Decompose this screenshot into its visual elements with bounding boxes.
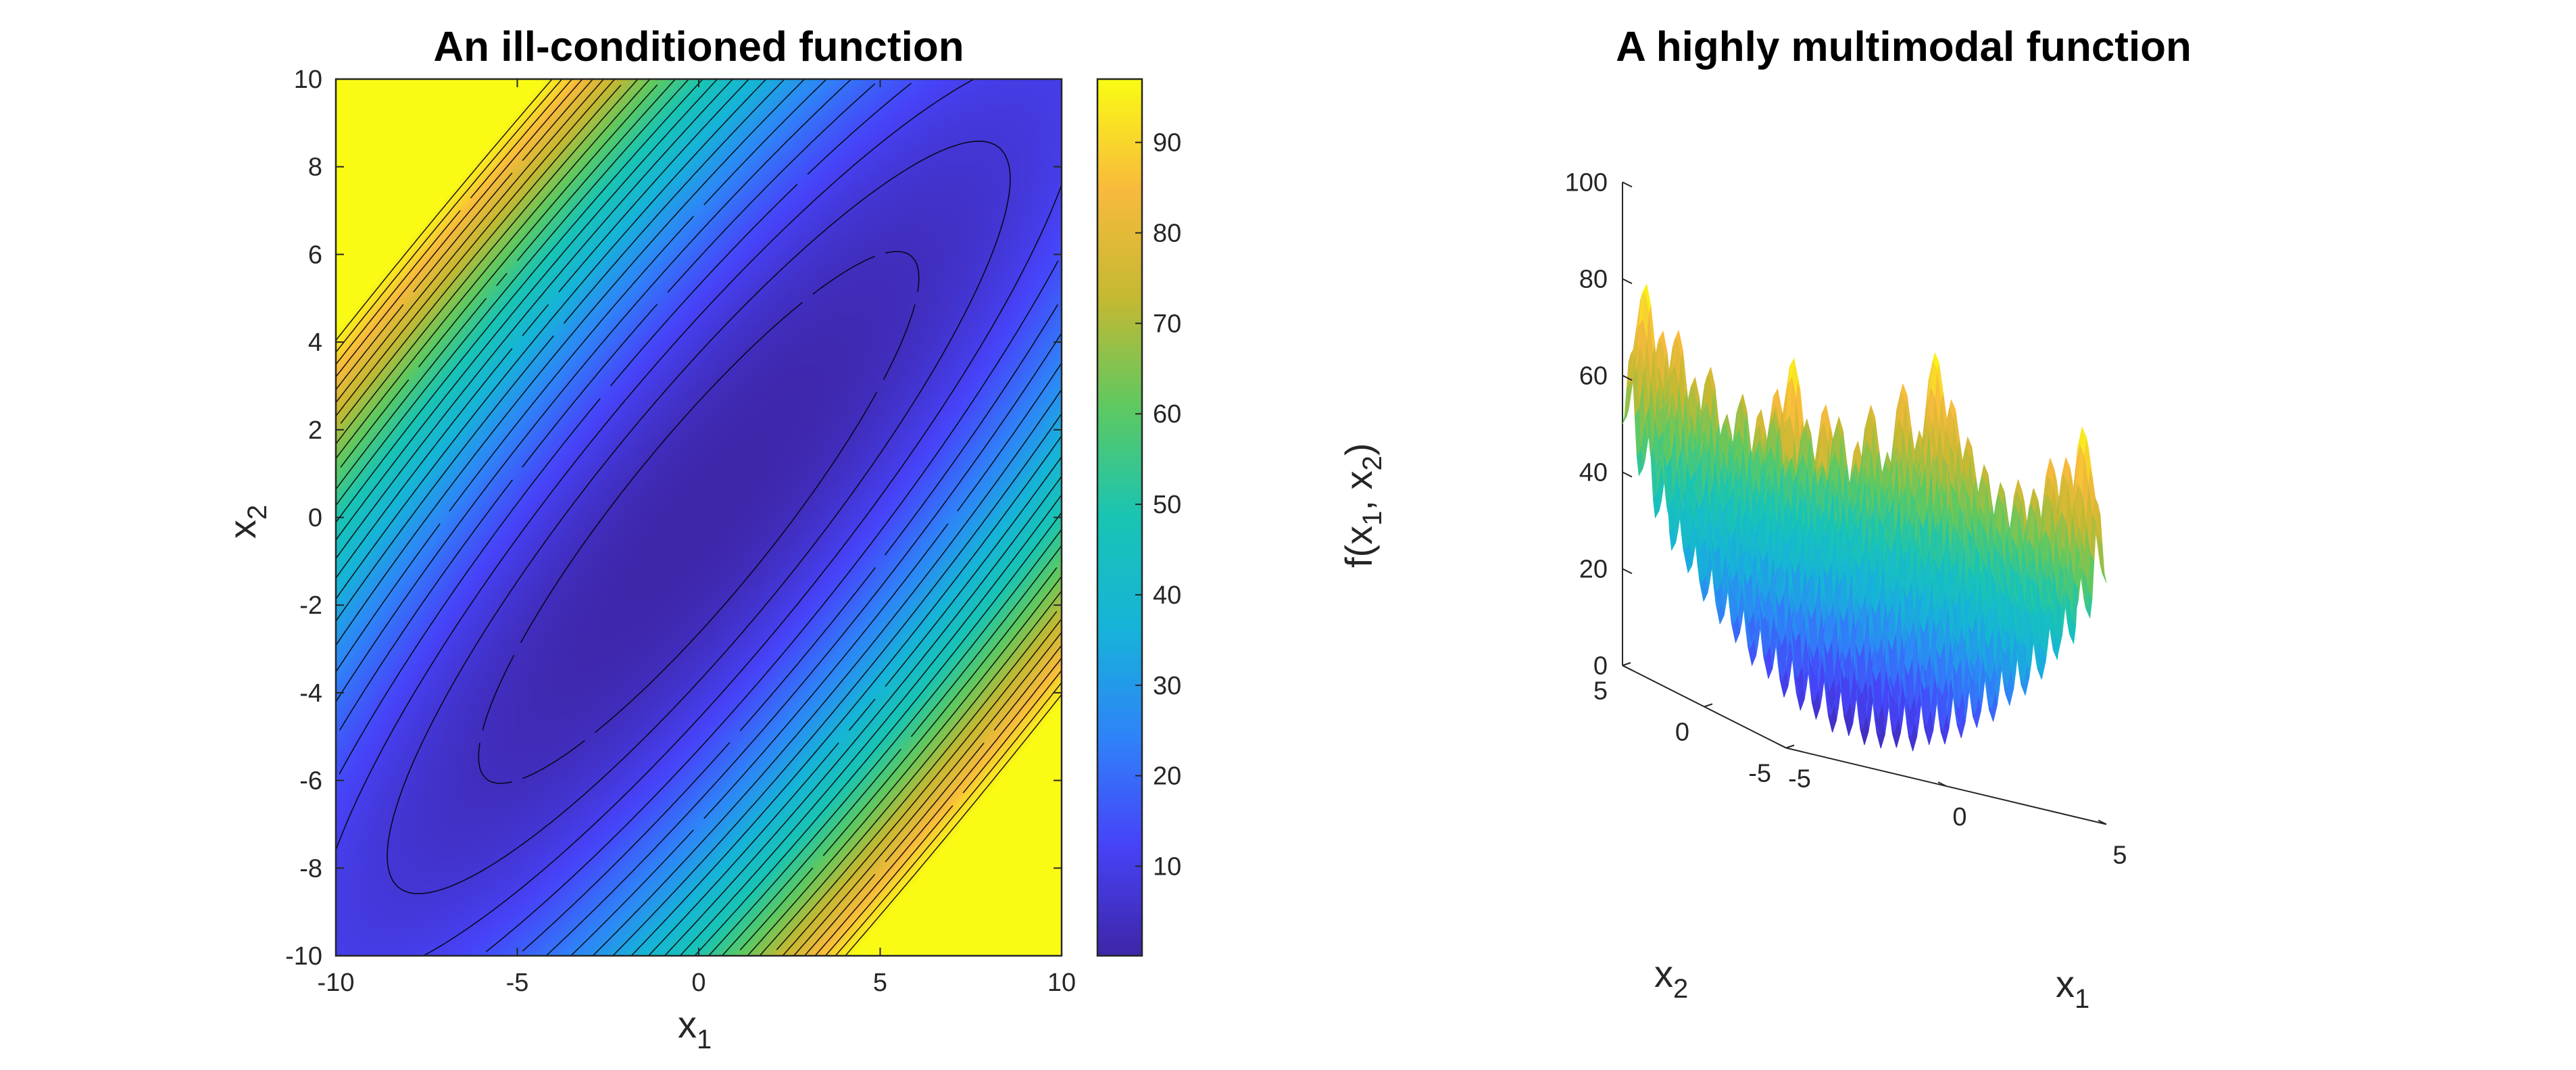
contour-chart: An ill-conditioned function -10 -5 0 5 10 -1…	[221, 24, 1181, 1054]
colorbar-tick-label: 70	[1153, 310, 1181, 338]
colorbar-ticks: 10 20 30 40 50 60 70 80 90	[1135, 129, 1181, 881]
contour-y-tick-label: -6	[299, 767, 322, 796]
colorbar-tick-label: 90	[1153, 129, 1181, 157]
colorbar-tick-label: 30	[1153, 672, 1181, 700]
contour-y-tick-label: 10	[294, 66, 322, 94]
contour-x-tick-label: 5	[873, 969, 887, 997]
contour-chart-title: An ill-conditioned function	[433, 24, 964, 70]
contour-y-ticks: -10 -8 -6 -4 -2 0 2 4 6 8 10	[285, 66, 1062, 971]
contour-y-tick-label: 8	[308, 153, 322, 182]
colorbar-tick-label: 80	[1153, 220, 1181, 248]
contour-lines	[336, 79, 1062, 956]
colorbar-frame	[1096, 78, 1143, 957]
contour-y-tick-label: 6	[308, 241, 322, 269]
contour-x-ticks: -10 -5 0 5 10	[318, 79, 1076, 997]
contour-x-tick-label: -5	[506, 969, 529, 997]
contour-x-tick-label: -10	[318, 969, 355, 997]
contour-heatmap-image	[336, 79, 1062, 956]
contour-y-tick-label: 2	[308, 416, 322, 445]
contour-y-label: x2	[221, 505, 272, 539]
colorbar-tick-label: 20	[1153, 762, 1181, 791]
contour-x-tick-label: 0	[691, 969, 705, 997]
contour-y-tick-label: -2	[299, 591, 322, 620]
contour-y-tick-label: -8	[299, 854, 322, 883]
contour-x-label: x1	[678, 1003, 712, 1054]
contour-y-tick-label: -4	[299, 679, 322, 708]
contour-y-tick-label: 4	[308, 329, 322, 357]
contour-line-set	[336, 79, 1062, 956]
surface-chart: A highly multimodal function 02040608010…	[1337, 24, 2191, 1014]
contour-y-tick-label: 0	[308, 504, 322, 533]
colorbar-gradient	[1097, 79, 1142, 956]
colorbar-tick-label: 10	[1153, 852, 1181, 881]
colorbar-tick-label: 50	[1153, 491, 1181, 519]
colorbar-tick-label: 40	[1153, 581, 1181, 610]
surface-chart-title: A highly multimodal function	[1616, 24, 2191, 70]
contour-x-tick-label: 10	[1047, 969, 1076, 997]
surface-mesh	[1622, 283, 2107, 752]
contour-y-tick-label: -10	[285, 942, 322, 971]
colorbar-tick-label: 60	[1153, 400, 1181, 429]
